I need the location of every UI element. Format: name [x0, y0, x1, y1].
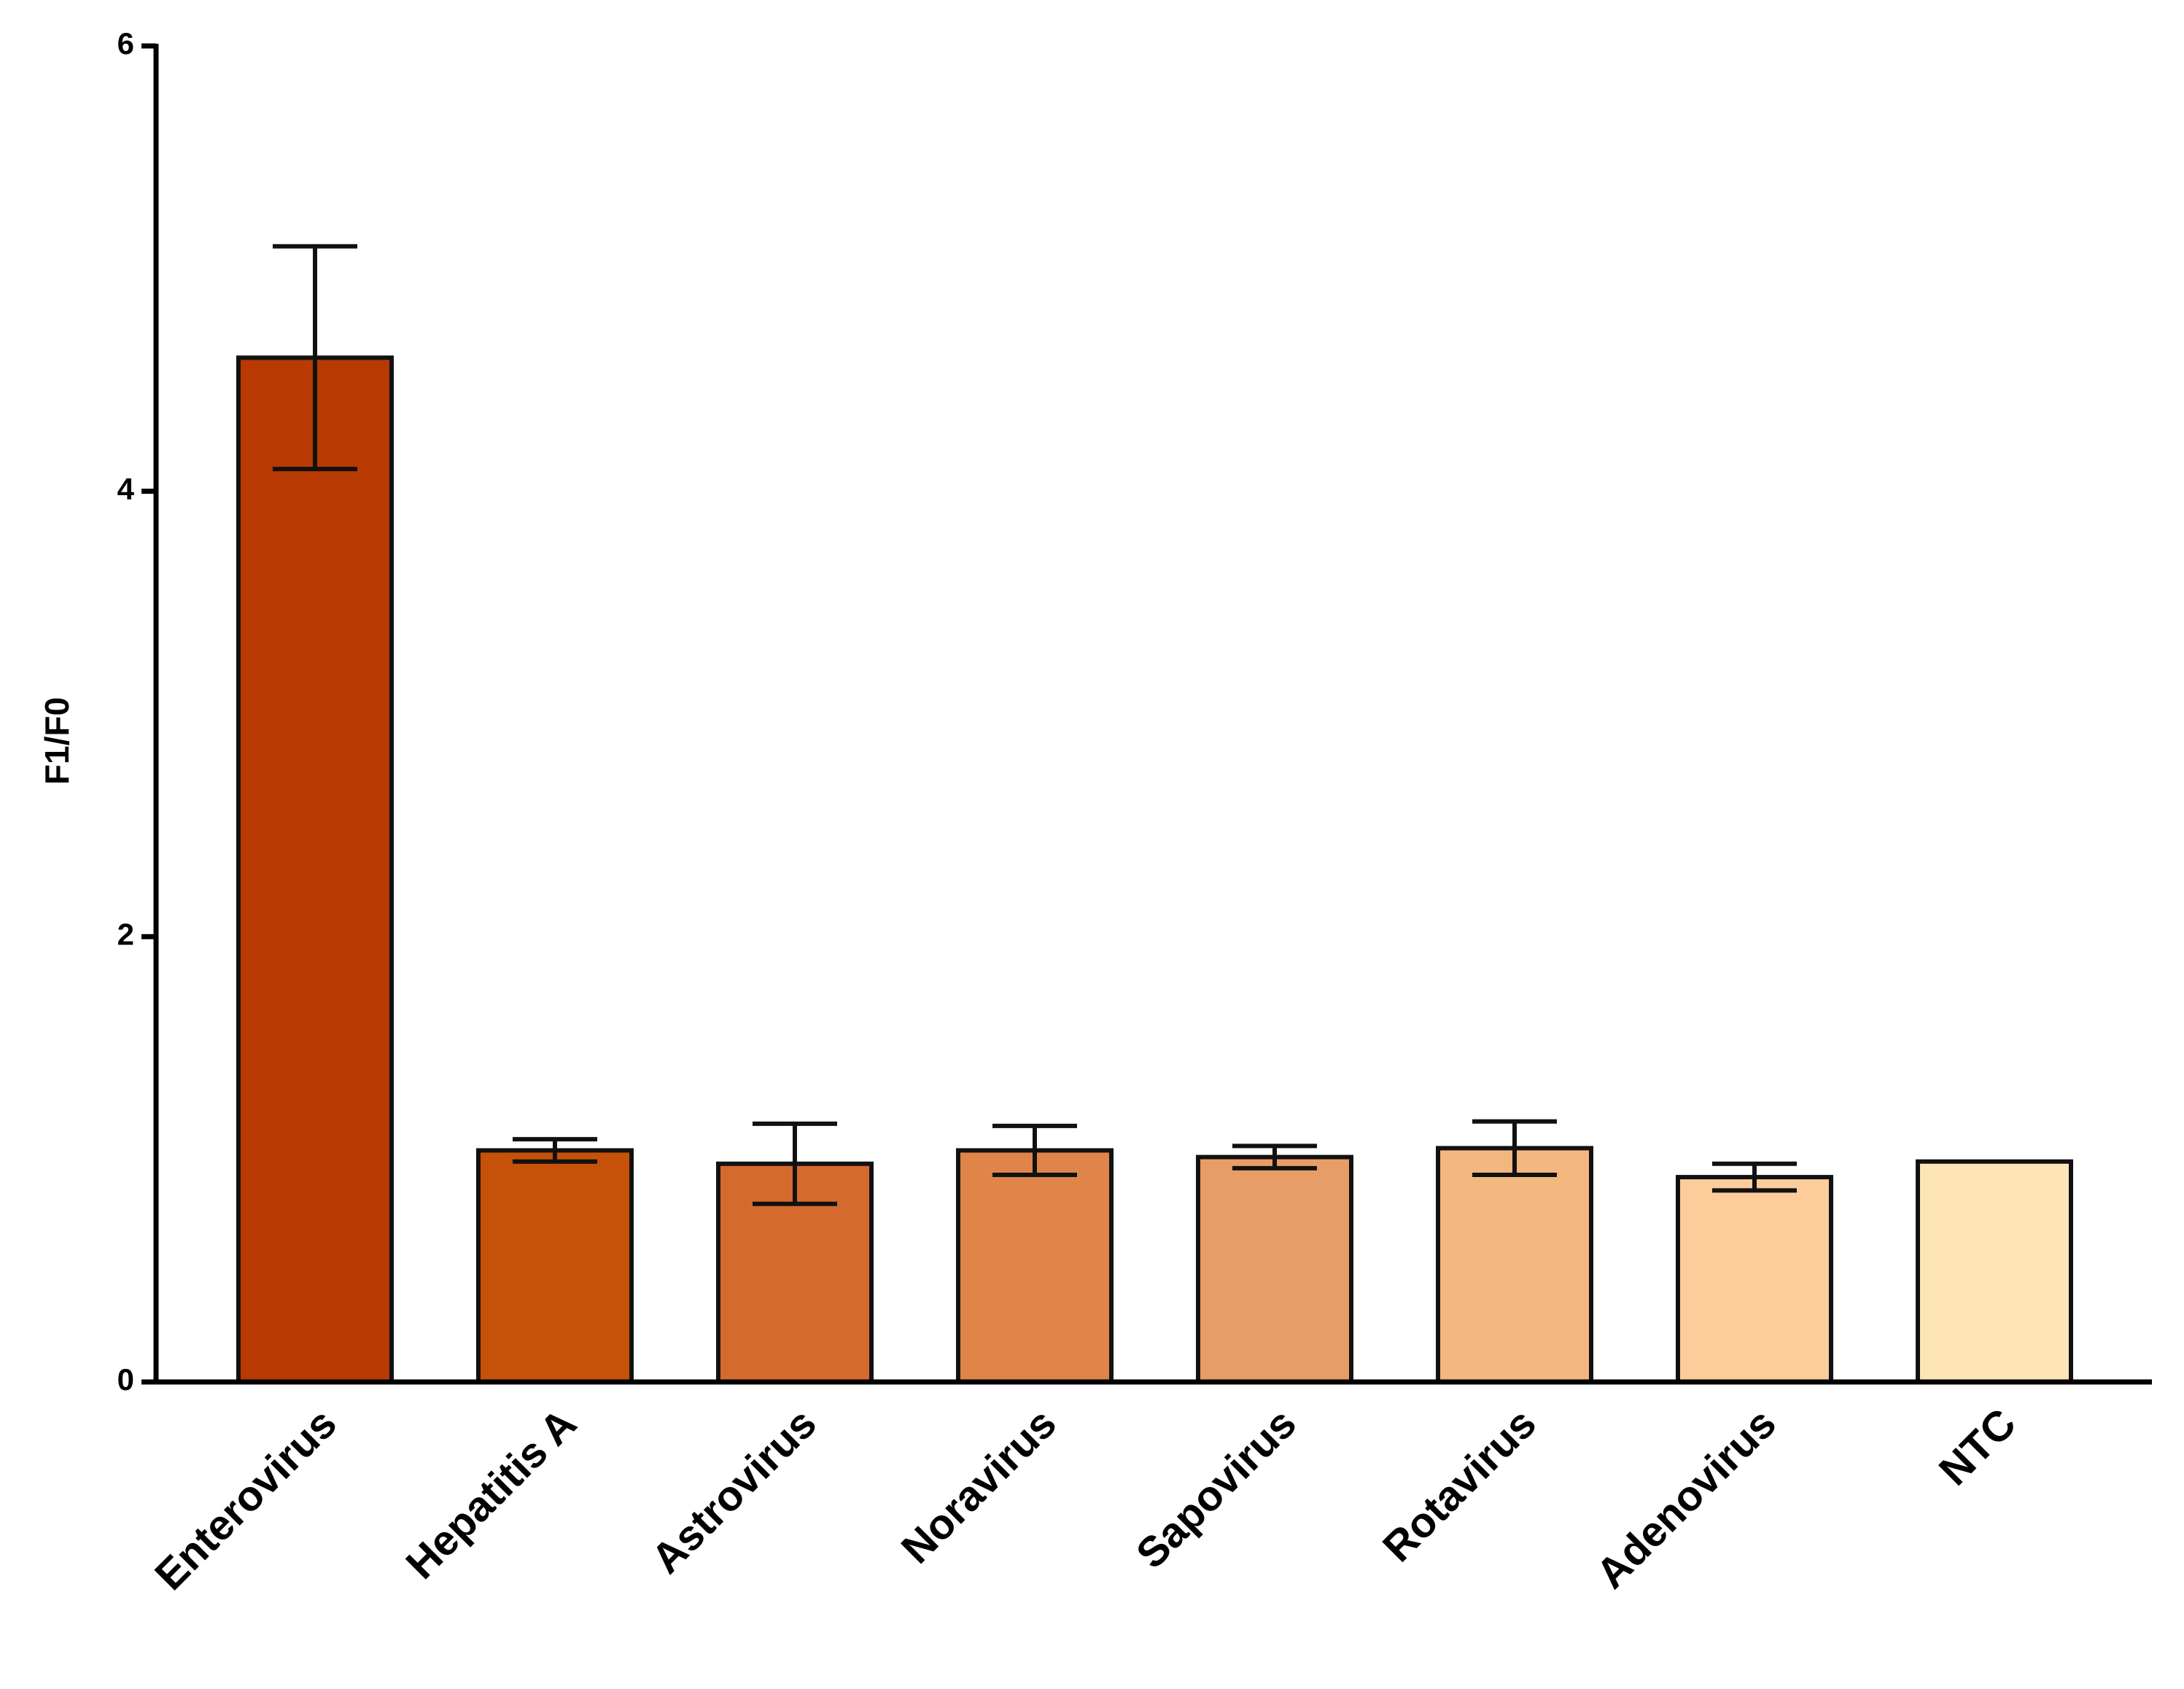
- y-tick-label: 4: [117, 472, 135, 506]
- y-tick-label: 6: [117, 26, 134, 61]
- error-bar: [273, 244, 357, 472]
- x-tick-label: Sapovirus: [1127, 1399, 1305, 1577]
- y-axis-label: F1/F0: [38, 697, 76, 785]
- error-bar: [1472, 1119, 1557, 1178]
- bar: [1436, 1146, 1593, 1385]
- error-bar: [753, 1121, 837, 1206]
- x-tick-label: Hepatitis A: [397, 1399, 586, 1588]
- y-tick-label: 2: [117, 917, 134, 951]
- bar: [956, 1148, 1114, 1385]
- bar: [1916, 1159, 2073, 1384]
- error-bar: [992, 1123, 1077, 1178]
- x-tick-label: Enterovirus: [146, 1399, 346, 1599]
- bar: [1676, 1175, 1833, 1385]
- bar: [236, 355, 394, 1384]
- x-tick-label: Astrovirus: [642, 1399, 825, 1583]
- x-tick-label: Noravirus: [893, 1399, 1065, 1572]
- error-bar: [1712, 1161, 1797, 1193]
- error-bar: [1232, 1144, 1317, 1170]
- x-tick-label: Adenovirus: [1587, 1399, 1785, 1598]
- y-tick-label: 0: [117, 1362, 134, 1397]
- x-tick-label: Rotavirus: [1374, 1399, 1545, 1571]
- error-bar: [513, 1137, 597, 1164]
- x-tick-label: NTC: [1930, 1399, 2025, 1494]
- bar: [476, 1148, 634, 1385]
- bar: [1196, 1154, 1353, 1384]
